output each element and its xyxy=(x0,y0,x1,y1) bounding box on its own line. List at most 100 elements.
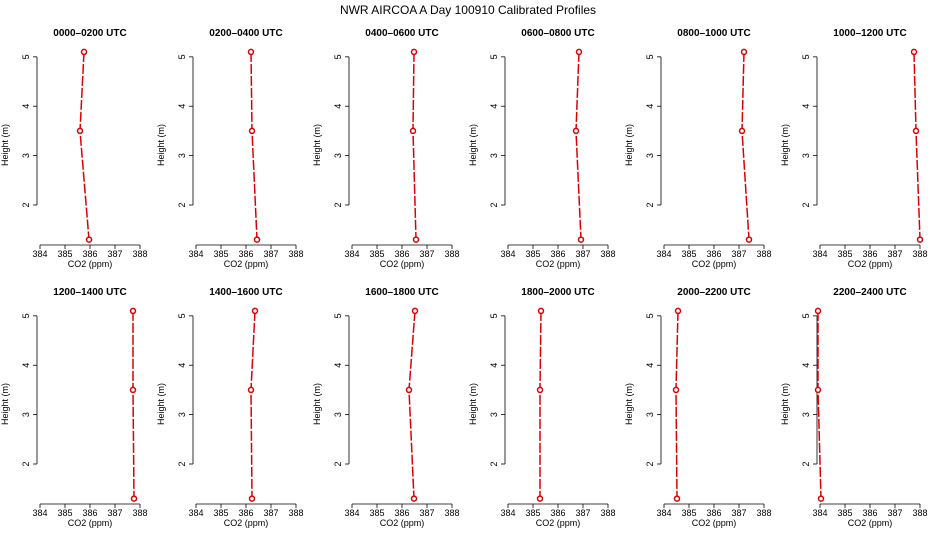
profile-point xyxy=(674,307,682,315)
panel-title: 1600–1800 UTC xyxy=(365,287,438,298)
x-tick-label: 388 xyxy=(600,249,615,259)
profile-line xyxy=(913,51,921,240)
profile-line xyxy=(408,310,416,499)
x-tick-label: 386 xyxy=(706,508,721,518)
panel-title: 1200–1400 UTC xyxy=(53,287,126,298)
x-tick-label: 385 xyxy=(525,249,540,259)
y-tick-label: 3 xyxy=(21,412,31,417)
profile-point xyxy=(536,495,544,502)
y-tick-label: 5 xyxy=(333,313,343,318)
x-tick-label: 387 xyxy=(107,249,122,259)
y-axis-label: Height (m) xyxy=(468,383,478,425)
x-tick-label: 386 xyxy=(238,249,253,259)
y-tick-label: 3 xyxy=(21,153,31,158)
profile-point xyxy=(817,495,825,502)
y-axis-label: Height (m) xyxy=(780,383,790,425)
profile-point xyxy=(248,495,256,502)
x-axis-label: CO2 (ppm) xyxy=(848,518,893,528)
y-tick-label: 3 xyxy=(333,153,343,158)
y-tick-label: 4 xyxy=(21,104,31,109)
y-tick-label: 3 xyxy=(177,412,187,417)
y-axis-label: Height (m) xyxy=(156,383,166,425)
profile-line xyxy=(132,310,135,499)
profile-point xyxy=(247,386,255,394)
x-tick-label: 388 xyxy=(288,249,303,259)
profile-point xyxy=(537,307,545,315)
panel-title: 0400–0600 UTC xyxy=(365,28,438,39)
x-tick-label: 385 xyxy=(525,508,540,518)
profile-line xyxy=(741,51,750,240)
panel-title: 1800–2000 UTC xyxy=(521,287,594,298)
y-tick-label: 3 xyxy=(333,412,343,417)
y-tick-label: 3 xyxy=(177,153,187,158)
x-tick-label: 387 xyxy=(107,508,122,518)
y-axis-label: Height (m) xyxy=(0,124,10,166)
y-tick-label: 5 xyxy=(177,54,187,59)
y-axis-label: Height (m) xyxy=(468,124,478,166)
y-tick-label: 5 xyxy=(177,313,187,318)
x-tick-label: 385 xyxy=(837,508,852,518)
x-tick-label: 385 xyxy=(681,249,696,259)
profile-point xyxy=(247,48,255,56)
x-tick-label: 388 xyxy=(444,249,459,259)
x-tick-label: 384 xyxy=(344,249,359,259)
y-tick-label: 3 xyxy=(489,153,499,158)
x-axis-label: CO2 (ppm) xyxy=(68,259,113,269)
y-tick-label: 2 xyxy=(489,202,499,207)
x-tick-label: 384 xyxy=(32,249,47,259)
x-tick-label: 384 xyxy=(500,249,515,259)
x-tick-label: 386 xyxy=(82,249,97,259)
x-axis-label: CO2 (ppm) xyxy=(380,518,425,528)
x-axis-label: CO2 (ppm) xyxy=(536,259,581,269)
y-tick-label: 2 xyxy=(177,202,187,207)
x-tick-label: 385 xyxy=(57,249,72,259)
profile-line xyxy=(817,310,822,499)
panel-title: 2000–2200 UTC xyxy=(677,287,750,298)
profile-line xyxy=(675,310,679,499)
x-tick-label: 385 xyxy=(213,508,228,518)
profile-point xyxy=(411,307,419,315)
y-tick-label: 4 xyxy=(801,104,811,109)
profile-point xyxy=(248,127,256,135)
y-tick-label: 2 xyxy=(801,461,811,466)
x-tick-label: 384 xyxy=(812,249,827,259)
panel-title: 0600–0800 UTC xyxy=(521,28,594,39)
y-axis-label: Height (m) xyxy=(780,124,790,166)
profile-line xyxy=(539,310,542,499)
y-tick-label: 4 xyxy=(333,363,343,368)
y-tick-label: 5 xyxy=(333,54,343,59)
x-axis-label: CO2 (ppm) xyxy=(848,259,893,269)
y-tick-label: 3 xyxy=(801,412,811,417)
profile-point xyxy=(405,386,413,394)
x-tick-label: 387 xyxy=(887,508,902,518)
profile-point xyxy=(85,236,93,243)
x-tick-label: 386 xyxy=(862,249,877,259)
profile-point xyxy=(80,48,88,56)
panel-title: 0000–0200 UTC xyxy=(53,28,126,39)
y-tick-label: 2 xyxy=(21,202,31,207)
x-tick-label: 385 xyxy=(57,508,72,518)
y-tick-label: 4 xyxy=(177,363,187,368)
x-tick-label: 387 xyxy=(731,508,746,518)
y-tick-label: 2 xyxy=(801,202,811,207)
y-tick-label: 2 xyxy=(177,461,187,466)
profile-point xyxy=(814,307,822,315)
y-axis-label: Height (m) xyxy=(624,383,634,425)
profile-point xyxy=(672,386,680,394)
panel-title: 2200–2400 UTC xyxy=(833,287,906,298)
y-tick-label: 5 xyxy=(645,313,655,318)
x-tick-label: 386 xyxy=(394,508,409,518)
x-tick-label: 388 xyxy=(912,508,927,518)
x-axis-label: CO2 (ppm) xyxy=(536,518,581,528)
profile-line xyxy=(250,51,258,240)
figure-title: NWR AIRCOA A Day 100910 Calibrated Profi… xyxy=(340,3,596,17)
x-tick-label: 386 xyxy=(238,508,253,518)
profile-point xyxy=(577,236,585,243)
x-tick-label: 388 xyxy=(132,508,147,518)
profile-point xyxy=(536,386,544,394)
y-tick-label: 2 xyxy=(333,461,343,466)
y-tick-label: 5 xyxy=(645,54,655,59)
profile-line xyxy=(250,310,256,499)
profile-line xyxy=(412,51,417,240)
profile-point xyxy=(745,236,753,243)
